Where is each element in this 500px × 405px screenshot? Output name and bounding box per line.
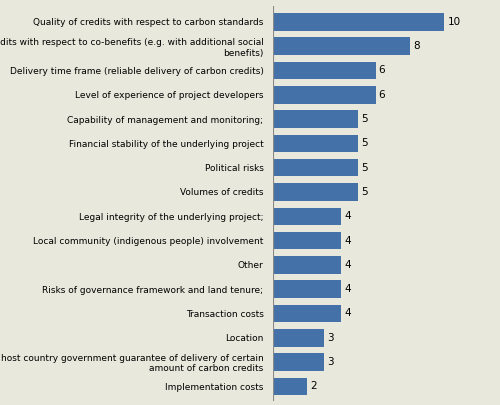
- Bar: [272, 159, 358, 177]
- Bar: [272, 134, 358, 152]
- Text: 6: 6: [378, 66, 386, 75]
- Text: 5: 5: [362, 114, 368, 124]
- Text: 2: 2: [310, 382, 316, 391]
- Text: 5: 5: [362, 163, 368, 173]
- Bar: [272, 280, 341, 298]
- Bar: [272, 37, 410, 55]
- Text: 4: 4: [344, 211, 351, 221]
- Text: 3: 3: [327, 333, 334, 343]
- Text: 4: 4: [344, 236, 351, 245]
- Bar: [272, 183, 358, 201]
- Text: 3: 3: [327, 357, 334, 367]
- Bar: [272, 353, 324, 371]
- Bar: [272, 207, 341, 225]
- Text: 10: 10: [448, 17, 460, 27]
- Text: 8: 8: [413, 41, 420, 51]
- Bar: [272, 377, 307, 395]
- Bar: [272, 329, 324, 347]
- Bar: [272, 62, 376, 79]
- Bar: [272, 305, 341, 322]
- Text: 4: 4: [344, 260, 351, 270]
- Text: 5: 5: [362, 139, 368, 148]
- Bar: [272, 232, 341, 249]
- Bar: [272, 110, 358, 128]
- Text: 4: 4: [344, 284, 351, 294]
- Bar: [272, 86, 376, 104]
- Bar: [272, 13, 444, 31]
- Text: 6: 6: [378, 90, 386, 100]
- Text: 5: 5: [362, 187, 368, 197]
- Text: 4: 4: [344, 309, 351, 318]
- Bar: [272, 256, 341, 274]
